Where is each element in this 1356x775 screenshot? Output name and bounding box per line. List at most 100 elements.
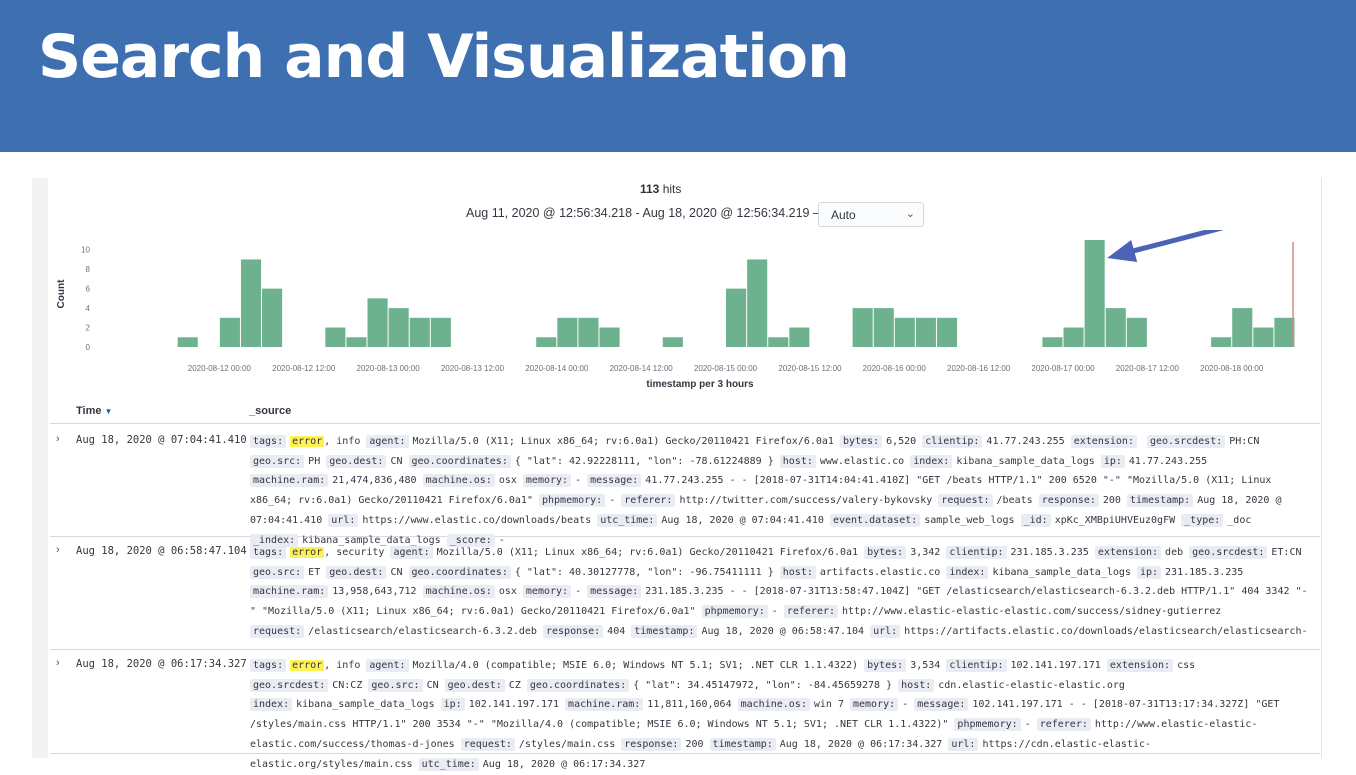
- time-column-header[interactable]: Time ▼: [76, 405, 112, 417]
- field-key: extension:: [1094, 546, 1162, 559]
- histogram-bar[interactable]: [325, 327, 346, 347]
- histogram-bar[interactable]: [578, 317, 599, 347]
- table-row: › Aug 18, 2020 @ 06:58:47.104 tags: error, …: [50, 537, 1320, 650]
- field-value: osx: [498, 586, 517, 598]
- field-key: machine.os:: [422, 585, 495, 599]
- field-value: CN: [426, 679, 439, 691]
- field-key: geo.coordinates:: [526, 678, 630, 692]
- field-key: machine.ram:: [250, 474, 329, 488]
- histogram-bar[interactable]: [1063, 327, 1084, 347]
- x-tick-label: 2020-08-13 12:00: [441, 364, 505, 373]
- histogram-bar[interactable]: [388, 308, 409, 347]
- field-key: bytes:: [864, 546, 907, 559]
- time-header-label: Time: [76, 405, 102, 417]
- histogram-bar[interactable]: [599, 327, 620, 347]
- histogram-bar[interactable]: [894, 317, 915, 347]
- interval-select[interactable]: Auto ⌄: [818, 202, 924, 227]
- field-key: response:: [542, 624, 604, 638]
- field-value: 6,520: [886, 436, 917, 447]
- field-key: clientip:: [922, 435, 983, 448]
- search-highlight: error: [290, 547, 325, 558]
- histogram-chart[interactable]: Count 0 2 4 6 8 10 2020-08-12 00:00 2020-08-12 1…: [50, 230, 1310, 395]
- histogram-bar[interactable]: [852, 308, 873, 347]
- field-value: https://cdn.elastic-elastic-elastic.org/…: [250, 738, 1152, 770]
- source-column-header: _source: [249, 405, 292, 417]
- expand-row-chevron-icon[interactable]: ›: [56, 544, 60, 556]
- field-value: 200: [685, 738, 704, 750]
- field-key: host:: [898, 678, 935, 692]
- histogram-bar[interactable]: [789, 327, 810, 347]
- field-key: _type:: [1181, 513, 1224, 527]
- histogram-bar[interactable]: [557, 317, 578, 347]
- field-value: 102.141.197.171 - - [2018-07-31T13:17:34…: [250, 699, 1280, 731]
- field-value: kibana_sample_data_logs: [302, 534, 441, 546]
- field-key: host:: [779, 565, 816, 579]
- field-value: { "lat": 34.45147972, "lon": -84.4565927…: [633, 679, 893, 691]
- field-key: tags:: [250, 546, 287, 559]
- field-key: geo.srcdest:: [250, 678, 329, 692]
- field-value: Mozilla/5.0 (X11; Linux x86_64; rv:6.0a1…: [436, 547, 859, 558]
- histogram-bar[interactable]: [936, 317, 958, 347]
- histogram-bar[interactable]: [536, 337, 557, 347]
- histogram-bar[interactable]: [662, 337, 683, 347]
- field-key: _index:: [250, 533, 299, 547]
- field-value: artifacts.elastic.co: [819, 566, 941, 578]
- histogram-bar[interactable]: [1042, 337, 1063, 347]
- field-value: https://artifacts.elastic.co/downloads/e…: [904, 625, 1308, 637]
- histogram-bar[interactable]: [1232, 308, 1253, 347]
- field-key: referer:: [621, 494, 676, 508]
- field-value: http://twitter.com/success/valery-bykovs…: [679, 495, 933, 507]
- slide-title-banner: Search and Visualization: [0, 0, 1356, 152]
- expand-row-chevron-icon[interactable]: ›: [56, 433, 60, 445]
- histogram-bar[interactable]: [873, 308, 894, 347]
- histogram-bar[interactable]: [240, 259, 262, 347]
- sort-down-icon[interactable]: ▼: [104, 407, 113, 416]
- field-key: response:: [1038, 494, 1099, 508]
- field-value: deb: [1165, 547, 1184, 558]
- histogram-bar[interactable]: [1274, 317, 1295, 347]
- field-value: http://www.elastic-elastic-elastic.com/s…: [842, 606, 1222, 618]
- histogram-bar[interactable]: [726, 288, 747, 347]
- hits-label: hits: [662, 182, 682, 196]
- x-tick-label: 2020-08-18 00:00: [1200, 364, 1264, 373]
- histogram-bar[interactable]: [346, 337, 367, 347]
- field-key: bytes:: [839, 435, 883, 448]
- field-key: tags:: [250, 659, 287, 672]
- field-value: 102.141.197.171: [468, 699, 560, 711]
- histogram-bar[interactable]: [262, 288, 283, 347]
- field-key: extension:: [1106, 659, 1174, 672]
- histogram-bar[interactable]: [768, 337, 789, 347]
- histogram-bar[interactable]: [409, 317, 430, 347]
- histogram-bar[interactable]: [177, 337, 198, 347]
- field-key: index:: [250, 698, 293, 712]
- field-value: css: [1177, 660, 1196, 671]
- field-key: agent:: [390, 546, 433, 559]
- histogram-bar[interactable]: [1105, 308, 1126, 347]
- field-value: 231.185.3.235 - - [2018-07-31T13:58:47.1…: [250, 586, 1308, 618]
- annotation-arrow-shaft: [1122, 230, 1224, 256]
- field-value: 404: [607, 625, 626, 637]
- histogram-bar[interactable]: [915, 317, 936, 347]
- histogram-bar[interactable]: [430, 317, 451, 347]
- field-value: Mozilla/5.0 (X11; Linux x86_64; rv:6.0a1…: [412, 436, 834, 447]
- expand-row-chevron-icon[interactable]: ›: [56, 657, 60, 669]
- histogram-bar[interactable]: [747, 259, 768, 347]
- y-tick-label: 0: [86, 343, 91, 352]
- histogram-bar[interactable]: [219, 317, 240, 347]
- field-key: geo.src:: [250, 454, 305, 468]
- field-value: -: [575, 586, 582, 598]
- field-key: request:: [938, 494, 993, 508]
- histogram-bar[interactable]: [1211, 337, 1232, 347]
- field-key: url:: [870, 624, 901, 638]
- histogram-bar[interactable]: [367, 298, 388, 347]
- field-value: 231.185.3.235: [1165, 566, 1244, 578]
- field-key: ip:: [1136, 565, 1162, 579]
- field-value: xpKc_XMBpiUHVEuz0gFW: [1054, 514, 1176, 526]
- histogram-bar[interactable]: [1126, 317, 1147, 347]
- histogram-bar[interactable]: [1253, 327, 1274, 347]
- histogram-bar[interactable]: [1084, 240, 1105, 347]
- field-key: timestamp:: [1126, 494, 1194, 508]
- field-key: tags:: [250, 435, 287, 448]
- field-value: -: [498, 534, 505, 546]
- sidebar-collapsed: [32, 178, 48, 758]
